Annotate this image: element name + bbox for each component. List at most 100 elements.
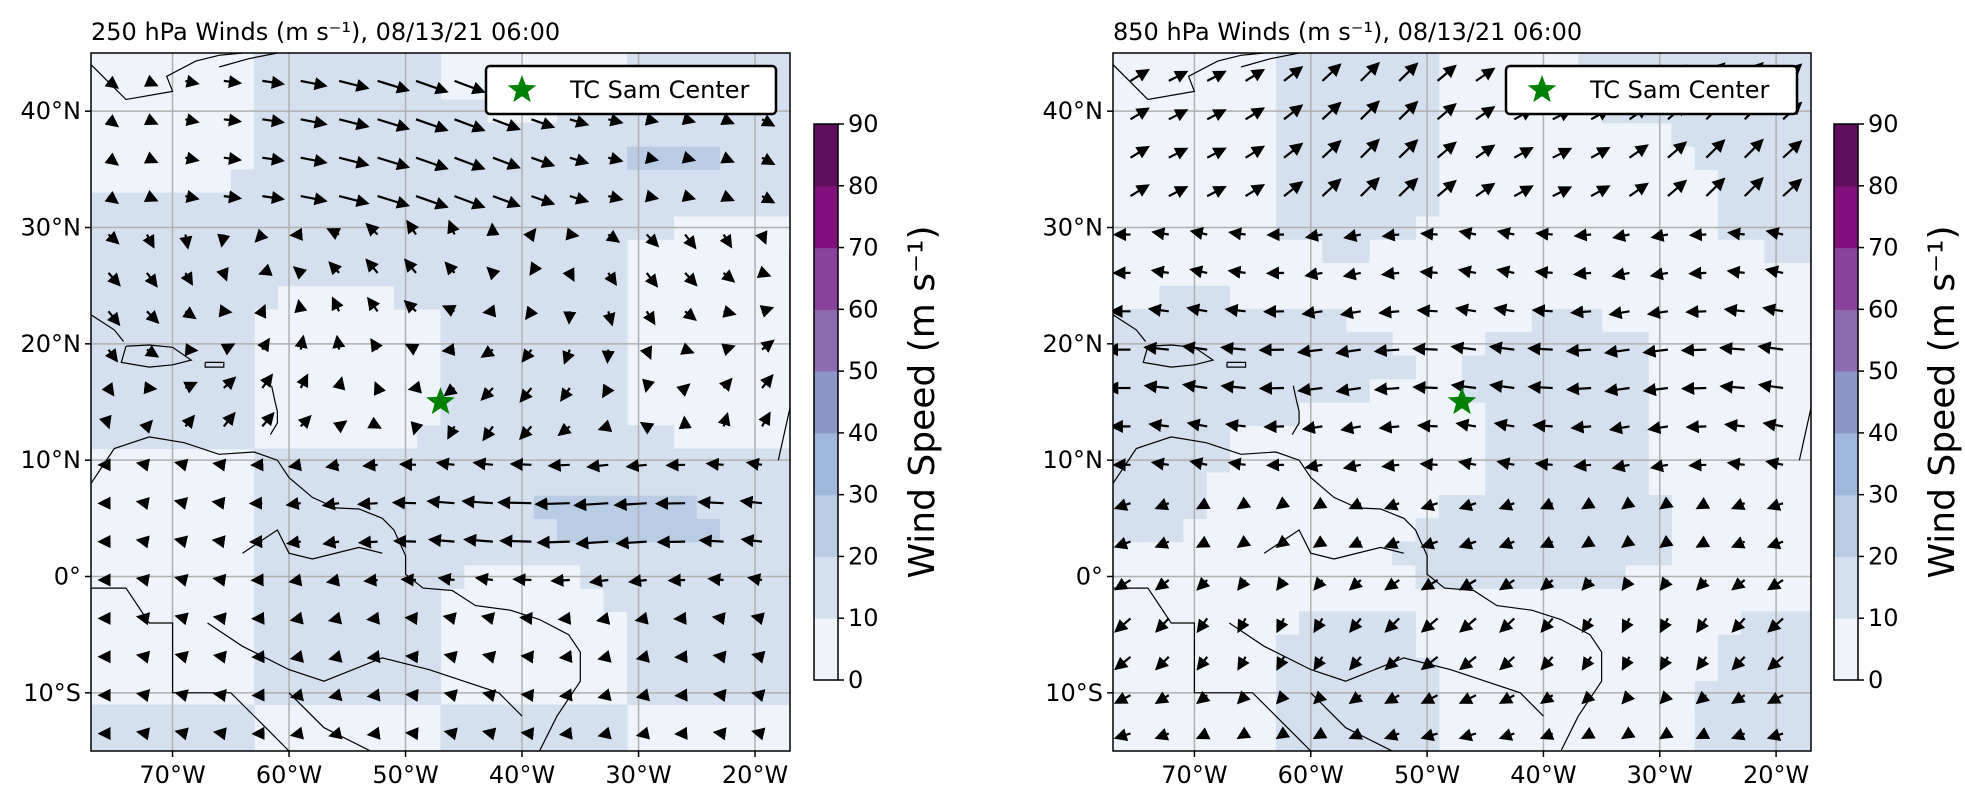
shade-cell	[1601, 518, 1626, 543]
shade-cell	[533, 704, 558, 729]
shade-cell	[1345, 239, 1370, 263]
shade-cell	[440, 541, 465, 566]
wind-arrow	[1129, 145, 1150, 159]
shade-cell	[603, 285, 628, 310]
wind-arrow	[745, 457, 763, 471]
shade-cell	[1159, 518, 1184, 543]
wind-arrow	[288, 573, 303, 587]
wind-arrow	[212, 612, 227, 626]
shade-cell	[766, 588, 790, 612]
wind-arrow	[338, 194, 370, 207]
shade-cell	[1741, 704, 1766, 729]
wind-arrow	[173, 535, 189, 549]
shade-cell	[300, 262, 325, 287]
shade-cell	[487, 727, 511, 751]
wind-arrow	[1275, 690, 1290, 705]
wind-arrow	[1206, 70, 1227, 83]
wind-arrow	[1570, 420, 1592, 434]
coastline	[1113, 53, 1265, 101]
shade-cell	[114, 378, 139, 403]
wind-arrow	[321, 497, 340, 511]
wind-arrow	[1499, 655, 1516, 671]
wind-arrow	[174, 573, 189, 587]
colorbar-tick-label: 80	[848, 172, 879, 200]
wind-arrow	[1189, 227, 1208, 240]
shade-cell	[696, 495, 721, 519]
wind-arrow	[1148, 418, 1169, 433]
wind-arrow	[1348, 576, 1364, 591]
shade-cell	[533, 146, 558, 170]
colorbar-segment	[1834, 309, 1858, 372]
shade-cell	[1624, 471, 1649, 496]
wind-arrow	[1245, 184, 1266, 198]
wind-arrow	[1454, 303, 1477, 317]
shade-cell	[696, 122, 721, 147]
wind-arrow	[562, 267, 575, 282]
wind-arrow	[437, 572, 455, 587]
shade-cell	[1275, 122, 1300, 147]
shade-cell	[1555, 378, 1579, 403]
wind-arrow	[443, 689, 458, 703]
shade-cell	[91, 727, 115, 751]
wind-arrow	[185, 74, 200, 88]
shade-cell	[1275, 378, 1300, 403]
wind-arrow	[1348, 727, 1364, 740]
shade-cell	[720, 611, 744, 636]
shade-cell	[463, 378, 488, 403]
wind-arrow	[720, 151, 735, 164]
wind-arrow	[1688, 266, 1707, 280]
shade-cell	[184, 355, 209, 380]
wind-arrow	[717, 411, 731, 427]
shade-cell	[533, 239, 558, 263]
wind-arrow	[1552, 147, 1573, 160]
wind-arrow	[512, 573, 532, 587]
wind-arrow	[509, 457, 532, 472]
colorbar-tick-label: 50	[1868, 357, 1899, 385]
wind-arrow	[1552, 186, 1573, 199]
wind-arrow	[220, 343, 236, 356]
wind-arrow	[1412, 380, 1438, 395]
wind-arrow	[480, 612, 496, 626]
wind-arrow	[1730, 727, 1746, 741]
wind-arrow	[1168, 186, 1189, 198]
shade-cell	[184, 727, 209, 751]
wind-arrow	[1621, 496, 1636, 510]
shade-cell	[300, 657, 325, 682]
wind-arrow	[1565, 343, 1592, 357]
wind-arrow	[597, 419, 613, 433]
wind-arrow	[1513, 185, 1534, 198]
shade-cell	[91, 704, 115, 729]
wind-arrow	[212, 573, 227, 587]
shade-cell	[300, 471, 325, 496]
shade-cell	[696, 146, 721, 170]
wind-arrow	[697, 495, 724, 510]
wind-arrow	[104, 114, 120, 128]
wind-arrow	[185, 113, 200, 127]
wind-arrow	[1642, 382, 1669, 397]
wind-arrow	[751, 689, 766, 703]
shade-cell	[254, 53, 278, 77]
shade-cell	[720, 122, 744, 147]
shade-cell	[1322, 611, 1347, 636]
shade-cell	[487, 146, 511, 170]
shade-cell	[1717, 146, 1742, 170]
colorbar-tick-label: 40	[848, 419, 879, 447]
wind-arrow	[1258, 381, 1285, 395]
shade-cell	[114, 355, 139, 380]
tc-center-marker	[426, 387, 455, 415]
shade-cell	[533, 262, 558, 287]
shade-cell	[766, 122, 790, 147]
shade-cell	[487, 169, 511, 194]
wind-arrow	[139, 419, 154, 434]
wind-arrow	[1154, 497, 1170, 511]
shade-cell	[1555, 471, 1579, 496]
shade-cell	[487, 495, 511, 519]
wind-arrow	[262, 75, 285, 89]
shade-cell	[557, 704, 581, 729]
shade-cell	[114, 704, 139, 729]
wind-arrow	[1312, 535, 1328, 548]
wind-arrow	[143, 113, 159, 126]
wind-arrow	[698, 534, 724, 548]
wind-arrow	[325, 573, 341, 587]
wind-arrow	[180, 271, 194, 286]
